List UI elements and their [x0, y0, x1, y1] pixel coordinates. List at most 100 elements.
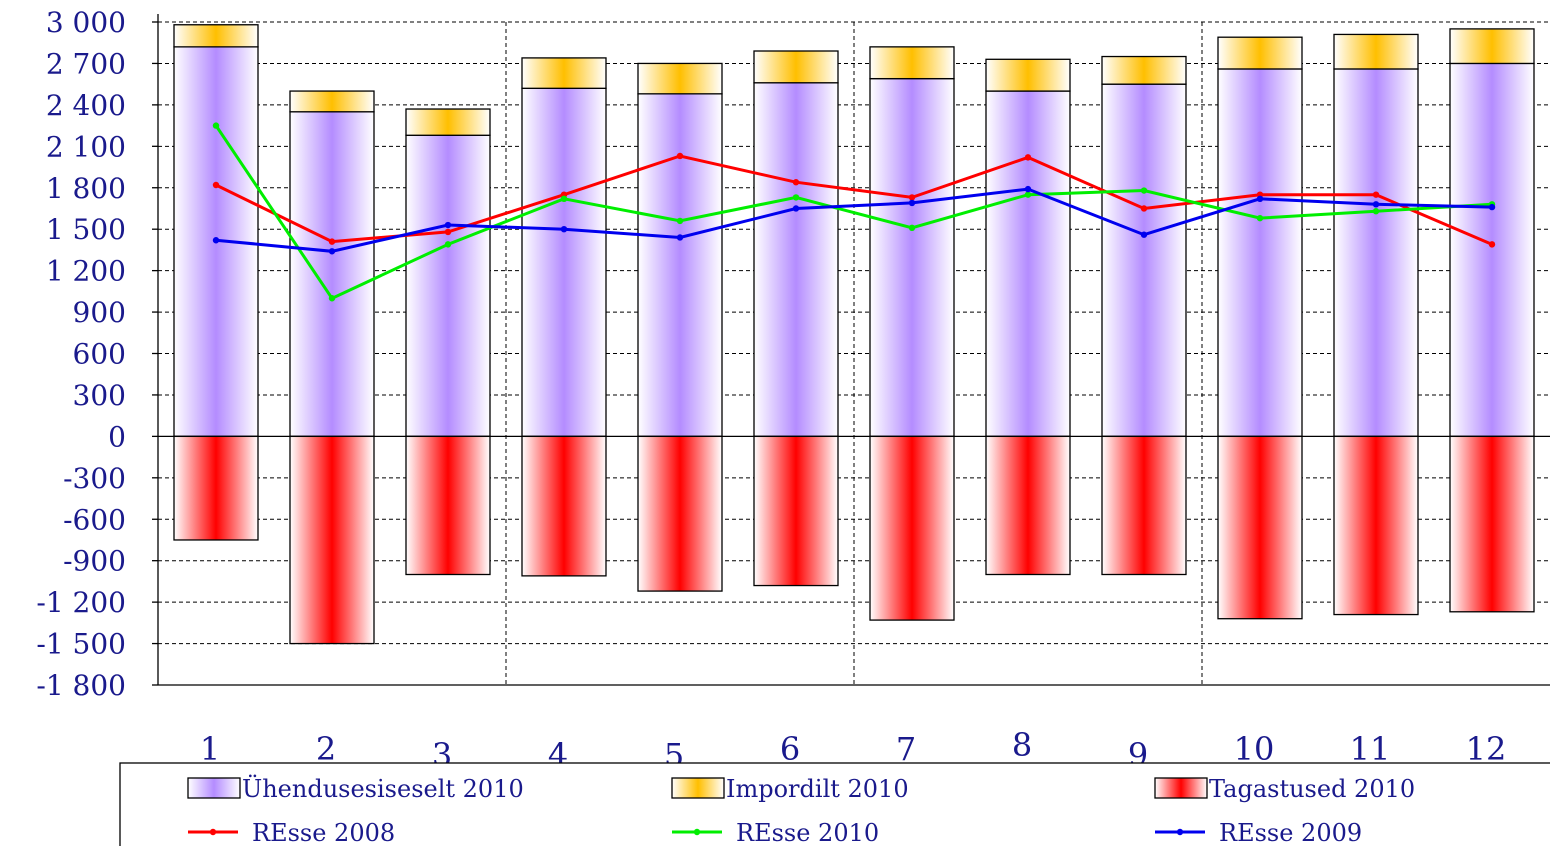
x-tick-label: 12 [1466, 730, 1507, 768]
point-resse-2009-11 [1372, 201, 1380, 208]
point-resse-2009-10 [1256, 195, 1264, 202]
point-resse-2010-3 [444, 241, 452, 248]
bar-tagastused-1 [173, 435, 259, 541]
y-tick-label: 1 800 [46, 172, 126, 205]
bar-uhendusesiseselt-8 [985, 90, 1071, 438]
point-resse-2008-3 [444, 228, 452, 236]
point-resse-2009-4 [560, 225, 568, 233]
x-tick-label: 1 [200, 730, 220, 768]
y-tick-label: 600 [73, 338, 126, 371]
legend-box [119, 762, 1550, 846]
y-tick-label: -1 200 [36, 586, 126, 619]
bar-impordilt-12 [1449, 28, 1535, 65]
y-tick-label: -600 [63, 503, 126, 536]
x-tick-label: 10 [1234, 730, 1275, 768]
bar-uhendusesiseselt-11 [1333, 68, 1419, 438]
bar-uhendusesiseselt-4 [521, 87, 607, 438]
point-resse-2009-6 [792, 205, 800, 212]
legend-swatch [187, 777, 241, 799]
legend-label: REsse 2010 [736, 819, 879, 846]
bar-impordilt-7 [869, 46, 955, 80]
bar-impordilt-8 [985, 58, 1071, 92]
y-tick-label: -900 [63, 545, 126, 578]
bar-impordilt-2 [289, 90, 375, 113]
legend-label: Ühendusesiseselt 2010 [242, 774, 524, 803]
point-resse-2009-3 [444, 221, 452, 229]
y-tick-label: 3 000 [46, 6, 126, 39]
series-lines [212, 122, 1496, 302]
point-resse-2010-5 [676, 217, 684, 225]
legend-label: REsse 2008 [252, 819, 395, 846]
line-resse-2009 [215, 187, 1493, 253]
legend-marker [693, 828, 701, 836]
x-tick-label: 2 [316, 730, 336, 768]
bar-tagastused-8 [985, 435, 1071, 576]
y-tick-label: -1 500 [36, 628, 126, 661]
point-resse-2010-9 [1140, 187, 1148, 194]
y-axis: 3 000 2 700 2 400 2 100 1 800 1 500 1 200 900 60… [36, 6, 158, 702]
bar-uhendusesiseselt-7 [869, 77, 955, 438]
bar-impordilt-6 [753, 50, 839, 84]
bar-tagastused-3 [405, 435, 491, 576]
legend-marker [209, 828, 217, 836]
point-resse-2008-2 [328, 238, 336, 245]
x-tick-label: 7 [896, 730, 916, 768]
point-resse-2008-11 [1372, 191, 1380, 198]
y-tick-label: 2 400 [46, 89, 126, 122]
point-resse-2010-1 [212, 122, 220, 129]
bar-tagastused-4 [521, 435, 607, 577]
bar-tagastused-9 [1101, 435, 1187, 576]
point-resse-2010-6 [792, 194, 800, 201]
point-resse-2008-6 [792, 179, 800, 186]
line-resse-2008 [215, 154, 1493, 246]
bar-impordilt-1 [173, 24, 259, 48]
y-tick-label: 0 [108, 420, 126, 453]
legend-label: Impordilt 2010 [726, 775, 909, 803]
plot-frame [157, 14, 1550, 686]
bar-tagastused-12 [1449, 435, 1535, 613]
bar-tagastused-7 [869, 435, 955, 621]
bar-tagastused-10 [1217, 435, 1303, 620]
point-resse-2010-10 [1256, 214, 1264, 222]
y-tick-label: 300 [73, 379, 126, 412]
point-resse-2010-2 [328, 295, 336, 302]
point-resse-2008-5 [676, 152, 684, 160]
y-tick-label: -1 800 [36, 669, 126, 702]
point-resse-2009-12 [1488, 203, 1496, 211]
legend: Ühendusesiseselt 2010 Impordilt 2010 Tagas… [119, 762, 1550, 846]
bar-impordilt-5 [637, 62, 723, 95]
bar-tagastused-5 [637, 435, 723, 592]
bar-impordilt-3 [405, 108, 491, 136]
point-resse-2010-4 [560, 195, 568, 202]
y-tick-label: -300 [63, 462, 126, 495]
bar-uhendusesiseselt-6 [753, 82, 839, 438]
bar-uhendusesiseselt-9 [1101, 83, 1187, 438]
bar-uhendusesiseselt-5 [637, 93, 723, 438]
point-resse-2008-8 [1024, 154, 1032, 161]
x-tick-label: 11 [1350, 730, 1391, 768]
bar-impordilt-10 [1217, 36, 1303, 70]
y-tick-label: 1 500 [46, 213, 126, 246]
bar-uhendusesiseselt-10 [1217, 68, 1303, 438]
bar-tagastused-2 [289, 435, 375, 645]
bar-tagastused-11 [1333, 435, 1419, 616]
point-resse-2009-2 [328, 248, 336, 255]
legend-label: Tagastused 2010 [1209, 775, 1415, 803]
y-tick-label: 2 100 [46, 130, 126, 163]
point-resse-2009-7 [908, 199, 916, 207]
bar-tagastused-6 [753, 435, 839, 587]
line-resse-2010 [214, 124, 1493, 301]
bar-impordilt-11 [1333, 33, 1419, 70]
legend-label: REsse 2009 [1219, 819, 1362, 846]
y-tick-label: 2 700 [46, 47, 126, 80]
point-resse-2010-11 [1372, 208, 1380, 215]
bar-impordilt-9 [1101, 55, 1187, 85]
x-tick-label: 6 [780, 730, 800, 768]
point-resse-2008-1 [212, 181, 220, 189]
point-resse-2010-7 [908, 224, 916, 232]
y-tick-label: 1 200 [46, 255, 126, 288]
bar-uhendusesiseselt-12 [1449, 62, 1535, 438]
bar-uhendusesiseselt-3 [405, 134, 491, 438]
bar-uhendusesiseselt-2 [289, 111, 375, 438]
